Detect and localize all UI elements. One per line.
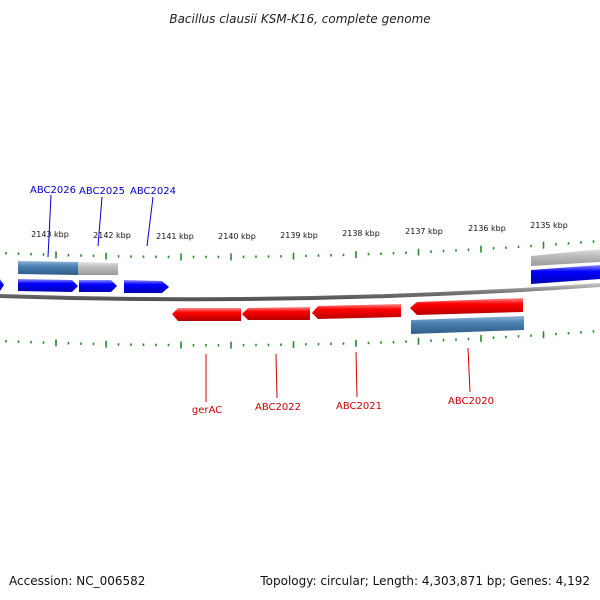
leader-abc2020 — [467, 347, 471, 393]
gene-label-abc2026[interactable]: ABC2026 — [30, 185, 76, 196]
scale-label: 2138 kbp — [342, 229, 380, 238]
scale-labels: 2143 kbp 2142 kbp 2141 kbp 2140 kbp 2139… — [31, 221, 568, 241]
scale-label: 2140 kbp — [218, 232, 256, 241]
map-title: Bacillus clausii KSM-K16, complete genom… — [169, 12, 430, 26]
gene-arrow-abc2021[interactable] — [312, 304, 401, 319]
leader-abc2026 — [47, 194, 52, 258]
upper-scale-ticks — [5, 240, 595, 261]
gene-label-gerac[interactable]: gerAC — [192, 405, 222, 416]
forward-genes — [0, 265, 600, 293]
gene-arrow-abc2026[interactable] — [18, 279, 78, 292]
scale-label: 2135 kbp — [530, 221, 568, 230]
gene-label-abc2020[interactable]: ABC2020 — [448, 396, 494, 407]
feature-band-gray[interactable] — [531, 249, 600, 266]
forward-feature-bands — [18, 249, 600, 275]
accession-text: Accession: NC_006582 — [9, 574, 146, 588]
gene-arrow-abc2025[interactable] — [79, 280, 117, 292]
gene-arrow-partial-right[interactable] — [531, 265, 600, 284]
gene-label-abc2025[interactable]: ABC2025 — [79, 186, 125, 197]
gene-arrow-abc2022[interactable] — [242, 307, 310, 320]
gene-label-abc2021[interactable]: ABC2021 — [336, 401, 382, 412]
gene-label-leaders — [47, 194, 471, 402]
feature-band-steelblue[interactable] — [18, 261, 78, 275]
scale-label: 2136 kbp — [468, 224, 506, 233]
genome-backbone — [0, 283, 600, 302]
gene-arrow-gerac[interactable] — [172, 308, 241, 321]
leader-abc2021 — [355, 351, 358, 398]
scale-label: 2139 kbp — [280, 231, 318, 240]
leader-abc2022 — [275, 353, 278, 399]
reverse-genes — [172, 298, 523, 321]
genome-summary-text: Topology: circular; Length: 4,303,871 bp… — [260, 574, 590, 588]
gene-labels: ABC2026 ABC2025 ABC2024 gerAC ABC2022 AB… — [30, 185, 494, 416]
lower-scale-ticks — [5, 330, 595, 349]
feature-band-steelblue[interactable] — [411, 316, 524, 334]
scale-label: 2137 kbp — [405, 227, 443, 236]
leader-abc2025 — [97, 196, 103, 247]
feature-band-gray[interactable] — [78, 262, 118, 275]
leader-abc2024 — [146, 196, 154, 247]
gene-arrow-partial[interactable] — [0, 279, 4, 291]
gene-arrow-abc2020[interactable] — [410, 298, 523, 315]
gene-arrow-abc2024[interactable] — [124, 280, 169, 293]
scale-label: 2142 kbp — [93, 231, 131, 240]
scale-label: 2141 kbp — [156, 232, 194, 241]
gene-label-abc2024[interactable]: ABC2024 — [130, 186, 176, 197]
gene-label-abc2022[interactable]: ABC2022 — [255, 402, 301, 413]
scale-label: 2143 kbp — [31, 230, 69, 239]
